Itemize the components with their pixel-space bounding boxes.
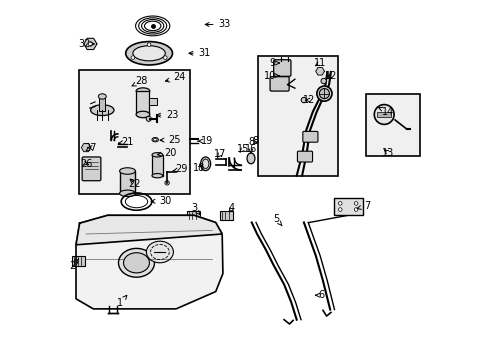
Ellipse shape: [146, 116, 151, 121]
Bar: [186, 211, 200, 220]
Text: 15: 15: [236, 144, 248, 154]
Polygon shape: [84, 38, 97, 50]
Ellipse shape: [338, 202, 342, 205]
Text: 13: 13: [382, 148, 394, 158]
Ellipse shape: [146, 241, 173, 263]
Text: 7: 7: [356, 201, 369, 211]
Ellipse shape: [88, 42, 92, 46]
Bar: [258, 56, 337, 176]
Ellipse shape: [153, 139, 157, 141]
Bar: [376, 112, 390, 117]
Ellipse shape: [164, 181, 169, 185]
Ellipse shape: [316, 86, 331, 101]
Text: 14: 14: [378, 107, 394, 117]
Ellipse shape: [120, 168, 135, 174]
Ellipse shape: [152, 174, 163, 178]
Ellipse shape: [202, 159, 208, 168]
FancyBboxPatch shape: [269, 77, 288, 91]
Text: 3: 3: [191, 203, 200, 215]
Ellipse shape: [163, 56, 167, 59]
Bar: [120, 171, 135, 193]
Ellipse shape: [131, 56, 134, 59]
Text: 32: 32: [78, 39, 94, 49]
FancyBboxPatch shape: [82, 157, 101, 181]
Text: 22: 22: [128, 179, 141, 189]
Ellipse shape: [136, 111, 149, 118]
Text: 2: 2: [69, 259, 78, 271]
Ellipse shape: [125, 41, 172, 65]
Text: 24: 24: [165, 72, 185, 82]
Ellipse shape: [133, 46, 165, 61]
Polygon shape: [81, 144, 91, 152]
Bar: [152, 155, 163, 176]
Text: 25: 25: [160, 135, 180, 145]
Ellipse shape: [320, 78, 325, 84]
Ellipse shape: [123, 253, 149, 273]
Text: 10: 10: [264, 71, 279, 81]
Text: 8: 8: [248, 137, 257, 147]
Text: 23: 23: [156, 110, 178, 120]
Bar: [99, 98, 105, 111]
Text: 4: 4: [228, 203, 234, 213]
FancyBboxPatch shape: [297, 151, 312, 162]
Bar: [220, 211, 232, 220]
Polygon shape: [315, 68, 324, 75]
Text: 28: 28: [132, 76, 148, 86]
Text: 16: 16: [244, 144, 257, 154]
Text: 29: 29: [172, 164, 187, 174]
Ellipse shape: [373, 104, 393, 125]
Text: 18: 18: [193, 163, 205, 174]
Bar: [136, 91, 149, 114]
Text: 31: 31: [188, 48, 211, 58]
Text: 12: 12: [324, 71, 336, 81]
Text: 9: 9: [269, 58, 279, 68]
Ellipse shape: [118, 248, 154, 277]
Bar: [79, 70, 189, 194]
Ellipse shape: [354, 208, 357, 211]
Ellipse shape: [120, 190, 135, 197]
Ellipse shape: [301, 98, 306, 103]
Polygon shape: [76, 215, 223, 309]
Text: 11: 11: [313, 58, 325, 68]
Ellipse shape: [246, 153, 254, 164]
Bar: [366, 94, 419, 156]
Bar: [72, 256, 85, 266]
Text: 6: 6: [315, 290, 325, 300]
Ellipse shape: [136, 88, 149, 94]
Text: 27: 27: [84, 143, 97, 153]
Text: 19: 19: [197, 136, 212, 146]
Ellipse shape: [147, 43, 151, 46]
Text: 17: 17: [213, 149, 226, 159]
Ellipse shape: [200, 157, 210, 171]
Ellipse shape: [319, 89, 329, 99]
Text: 30: 30: [151, 196, 171, 206]
Bar: [149, 98, 156, 105]
Polygon shape: [76, 215, 222, 245]
Ellipse shape: [152, 138, 158, 142]
Text: 8: 8: [251, 136, 258, 146]
Ellipse shape: [152, 153, 163, 157]
Ellipse shape: [98, 94, 106, 99]
Ellipse shape: [90, 105, 114, 116]
Text: 26: 26: [80, 159, 92, 169]
Ellipse shape: [354, 202, 357, 205]
Text: 20: 20: [157, 148, 177, 158]
Text: 12: 12: [303, 95, 315, 105]
FancyBboxPatch shape: [302, 131, 317, 142]
Bar: [333, 198, 362, 215]
Text: 21: 21: [118, 137, 133, 147]
FancyBboxPatch shape: [273, 60, 290, 76]
Ellipse shape: [338, 208, 342, 211]
Text: 5: 5: [272, 214, 282, 226]
Text: 1: 1: [117, 295, 126, 308]
Text: 33: 33: [205, 19, 230, 30]
